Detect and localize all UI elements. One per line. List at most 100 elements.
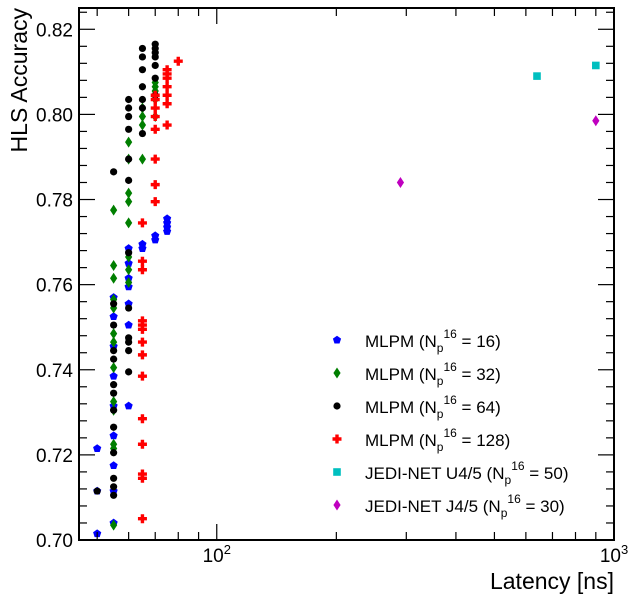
data-point — [137, 414, 147, 424]
data-point — [110, 362, 118, 374]
data-point — [110, 347, 118, 355]
data-point — [110, 168, 118, 176]
data-point — [110, 355, 118, 363]
series-4 — [533, 61, 600, 80]
legend-label: MLPM (Np16 = 64) — [365, 393, 501, 421]
data-point — [163, 214, 172, 223]
data-point — [125, 196, 133, 208]
data-point — [110, 321, 118, 329]
data-point — [110, 519, 118, 531]
data-point — [396, 176, 405, 188]
data-point — [110, 336, 118, 348]
y-tick-label: 0.76 — [36, 276, 73, 297]
data-point — [110, 381, 118, 389]
data-point — [110, 474, 118, 482]
data-point — [110, 204, 118, 216]
legend-entry: MLPM (Np16 = 128) — [332, 426, 510, 454]
data-point — [150, 112, 160, 122]
data-point — [125, 155, 133, 163]
legend-entry: MLPM (Np16 = 64) — [333, 393, 501, 421]
y-tick-label: 0.70 — [36, 531, 73, 552]
data-point — [150, 90, 160, 100]
data-point — [151, 61, 159, 70]
data-point — [138, 104, 147, 112]
legend-marker — [333, 367, 341, 379]
series-2 — [93, 40, 159, 499]
series-3 — [137, 56, 183, 524]
data-point — [110, 328, 118, 340]
series-1 — [110, 76, 159, 531]
data-point — [173, 56, 183, 66]
data-point — [110, 423, 118, 431]
x-tick-label: 102 — [203, 542, 231, 567]
legend-marker — [332, 434, 342, 444]
data-point — [592, 115, 600, 127]
data-point — [162, 65, 172, 75]
data-point — [137, 514, 147, 524]
data-point — [137, 218, 147, 228]
data-point — [125, 334, 133, 342]
data-point — [162, 82, 172, 92]
plot-frame — [78, 7, 615, 541]
legend-marker — [333, 468, 341, 476]
data-point — [137, 469, 147, 479]
data-point — [125, 304, 133, 312]
data-point — [150, 197, 160, 207]
data-point — [125, 125, 133, 133]
data-point — [110, 396, 118, 408]
data-point — [125, 347, 133, 355]
data-point — [150, 103, 160, 113]
data-point — [124, 320, 133, 329]
data-point — [110, 491, 118, 499]
legend-label: MLPM (Np16 = 128) — [365, 426, 510, 454]
data-point — [109, 312, 118, 321]
data-point — [137, 439, 147, 449]
data-point — [110, 302, 118, 314]
data-point — [138, 119, 147, 131]
legend-entry: MLPM (Np16 = 16) — [332, 327, 501, 355]
x-tick-label: 103 — [600, 542, 628, 567]
data-point — [125, 249, 133, 257]
data-point — [110, 272, 118, 284]
data-point — [109, 371, 118, 380]
x-tick-base: 10 — [600, 546, 621, 567]
data-point — [138, 111, 147, 123]
data-point — [137, 265, 147, 275]
data-point — [110, 438, 118, 450]
y-axis-label: HLS Accuracy — [6, 8, 32, 153]
data-point — [93, 487, 101, 495]
data-point — [110, 449, 118, 457]
y-tick-label: 0.74 — [36, 361, 73, 382]
legend-entry: JEDI-NET J4/5 (Np16 = 30) — [333, 492, 565, 520]
x-tick-exponent: 3 — [621, 542, 628, 557]
legend-entry: MLPM (Np16 = 32) — [333, 360, 501, 388]
data-point — [533, 72, 541, 80]
data-point — [125, 264, 133, 276]
data-point — [125, 217, 133, 229]
data-point — [110, 259, 118, 271]
data-point — [93, 444, 102, 452]
data-point — [138, 153, 147, 165]
legend-label: JEDI-NET J4/5 (Np16 = 30) — [365, 492, 565, 520]
data-point — [137, 256, 147, 266]
data-point — [137, 337, 147, 347]
y-tick-label: 0.82 — [36, 20, 73, 41]
data-point — [150, 124, 160, 134]
data-point — [125, 95, 133, 104]
legend-entry: JEDI-NET U4/5 (Np16 = 50) — [333, 459, 569, 487]
legend: MLPM (Np16 = 16) MLPM (Np16 = 32) MLPM (Np… — [332, 327, 569, 520]
y-tick-label: 0.72 — [36, 446, 73, 467]
data-point — [138, 53, 147, 61]
data-point — [109, 431, 118, 440]
data-point — [151, 231, 160, 240]
data-point — [138, 44, 147, 53]
data-point — [137, 350, 147, 360]
data-point — [162, 99, 172, 109]
data-point — [125, 187, 133, 199]
data-point — [110, 300, 118, 308]
data-point — [125, 251, 133, 263]
data-point — [125, 112, 133, 121]
legend-label: JEDI-NET U4/5 (Np16 = 50) — [365, 459, 569, 487]
